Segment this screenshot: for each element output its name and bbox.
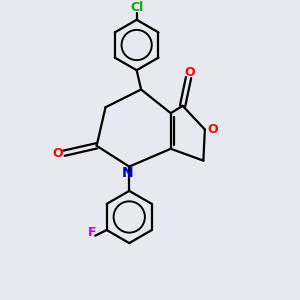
Text: Cl: Cl [130,1,143,14]
Text: N: N [122,166,134,180]
Text: O: O [208,123,218,136]
Text: F: F [88,226,97,239]
Text: O: O [52,147,63,160]
Text: O: O [185,66,195,79]
